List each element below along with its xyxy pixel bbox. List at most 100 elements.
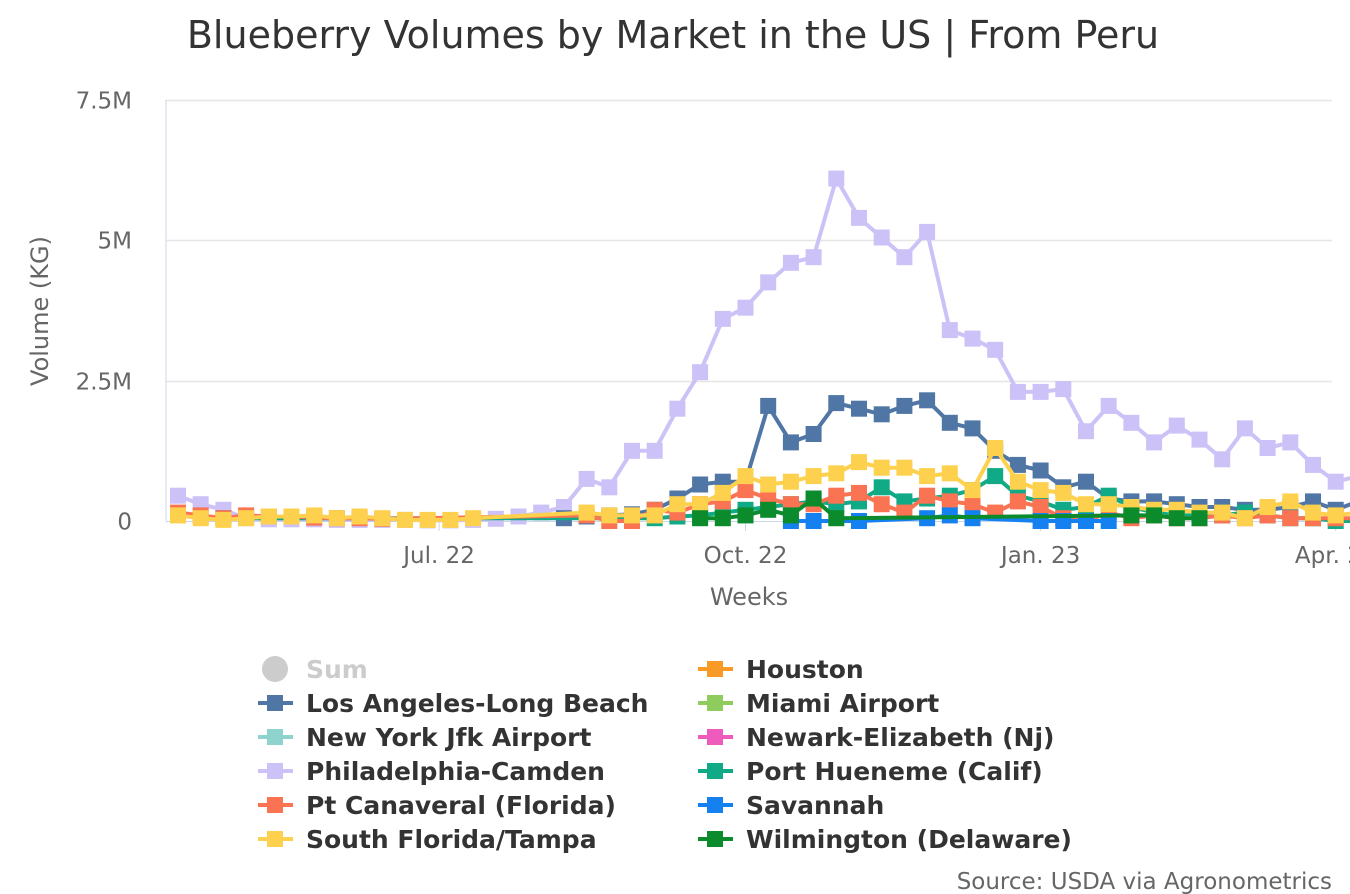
data-point[interactable] [941, 465, 958, 482]
data-point[interactable] [1032, 482, 1049, 499]
data-point[interactable] [760, 274, 777, 291]
data-point[interactable] [760, 397, 777, 414]
data-point[interactable] [941, 414, 958, 431]
data-point[interactable] [465, 510, 482, 527]
series-wilmington-delaware-[interactable] [692, 490, 1208, 527]
data-point[interactable] [601, 479, 618, 496]
legend-item-sum[interactable]: Sum [262, 655, 368, 684]
data-point[interactable] [1078, 496, 1094, 513]
data-point[interactable] [1259, 440, 1276, 456]
data-point[interactable] [328, 510, 345, 527]
data-point[interactable] [1168, 510, 1185, 527]
data-point[interactable] [919, 487, 936, 504]
data-point[interactable] [828, 487, 845, 504]
data-point[interactable] [964, 420, 981, 437]
data-point[interactable] [1055, 381, 1072, 398]
data-point[interactable] [919, 468, 936, 485]
data-point[interactable] [1146, 507, 1163, 524]
legend-item-south-florida-tampa[interactable]: South Florida/Tampa [258, 825, 597, 854]
legend-item-new-york-jfk-airport[interactable]: New York Jfk Airport [258, 723, 591, 752]
data-point[interactable] [260, 508, 277, 525]
data-point[interactable] [1282, 510, 1299, 527]
data-point[interactable] [646, 442, 663, 459]
data-point[interactable] [192, 510, 209, 527]
legend-item-pt-canaveral-florida-[interactable]: Pt Canaveral (Florida) [258, 791, 616, 820]
data-point[interactable] [828, 510, 845, 527]
data-point[interactable] [714, 310, 731, 327]
series-south-florida-tampa[interactable] [170, 440, 1350, 528]
data-point[interactable] [170, 507, 186, 524]
data-point[interactable] [692, 496, 709, 513]
data-point[interactable] [805, 249, 822, 266]
data-point[interactable] [1305, 456, 1321, 473]
data-point[interactable] [714, 510, 731, 527]
data-point[interactable] [1146, 434, 1163, 451]
data-point[interactable] [987, 341, 1004, 358]
data-point[interactable] [1032, 462, 1049, 479]
data-point[interactable] [1327, 507, 1344, 524]
data-point[interactable] [714, 484, 731, 501]
data-point[interactable] [1078, 423, 1094, 440]
data-point[interactable] [1191, 431, 1208, 448]
data-point[interactable] [760, 476, 777, 493]
data-point[interactable] [805, 513, 822, 529]
data-point[interactable] [1236, 510, 1253, 527]
data-point[interactable] [987, 468, 1004, 485]
data-point[interactable] [1009, 456, 1026, 473]
data-point[interactable] [760, 501, 777, 518]
data-point[interactable] [737, 482, 754, 499]
data-point[interactable] [238, 510, 255, 527]
data-point[interactable] [1009, 473, 1026, 490]
data-point[interactable] [964, 496, 981, 513]
data-point[interactable] [782, 507, 799, 524]
data-point[interactable] [1123, 507, 1140, 524]
data-point[interactable] [692, 510, 709, 527]
data-point[interactable] [578, 470, 595, 487]
data-point[interactable] [1078, 473, 1094, 490]
data-point[interactable] [669, 400, 686, 417]
data-point[interactable] [873, 229, 890, 246]
data-point[interactable] [782, 434, 799, 451]
data-point[interactable] [828, 170, 845, 187]
data-point[interactable] [919, 223, 936, 240]
data-point[interactable] [828, 465, 845, 482]
data-point[interactable] [964, 330, 981, 347]
data-point[interactable] [851, 209, 867, 226]
data-point[interactable] [1214, 451, 1231, 468]
data-point[interactable] [624, 507, 640, 524]
data-point[interactable] [1214, 504, 1231, 521]
data-point[interactable] [873, 459, 890, 476]
data-point[interactable] [896, 397, 913, 414]
data-point[interactable] [351, 508, 368, 525]
data-point[interactable] [442, 511, 459, 528]
data-point[interactable] [1100, 397, 1117, 414]
legend-item-newark-elizabeth-nj-[interactable]: Newark-Elizabeth (Nj) [698, 723, 1054, 752]
data-point[interactable] [1123, 414, 1140, 431]
data-point[interactable] [737, 299, 754, 316]
data-point[interactable] [1055, 484, 1072, 501]
data-point[interactable] [941, 493, 958, 510]
data-point[interactable] [1168, 417, 1185, 434]
data-point[interactable] [215, 511, 232, 528]
data-point[interactable] [896, 459, 913, 476]
data-point[interactable] [805, 468, 822, 485]
legend-item-savannah[interactable]: Savannah [698, 791, 884, 820]
data-point[interactable] [601, 507, 618, 524]
legend-item-wilmington-delaware-[interactable]: Wilmington (Delaware) [698, 825, 1072, 854]
data-point[interactable] [1191, 510, 1208, 527]
data-point[interactable] [873, 406, 890, 423]
data-point[interactable] [170, 487, 186, 504]
legend-item-los-angeles-long-beach[interactable]: Los Angeles-Long Beach [258, 689, 648, 718]
data-point[interactable] [782, 254, 799, 271]
legend-item-miami-airport[interactable]: Miami Airport [698, 689, 939, 718]
data-point[interactable] [397, 511, 413, 528]
data-point[interactable] [646, 507, 663, 524]
data-point[interactable] [692, 476, 709, 493]
data-point[interactable] [1282, 434, 1299, 451]
data-point[interactable] [1032, 383, 1049, 400]
legend-item-philadelphia-camden[interactable]: Philadelphia-Camden [258, 757, 605, 786]
data-point[interactable] [1282, 493, 1299, 510]
data-point[interactable] [919, 392, 936, 409]
data-point[interactable] [1259, 499, 1276, 515]
legend-item-houston[interactable]: Houston [698, 655, 864, 684]
